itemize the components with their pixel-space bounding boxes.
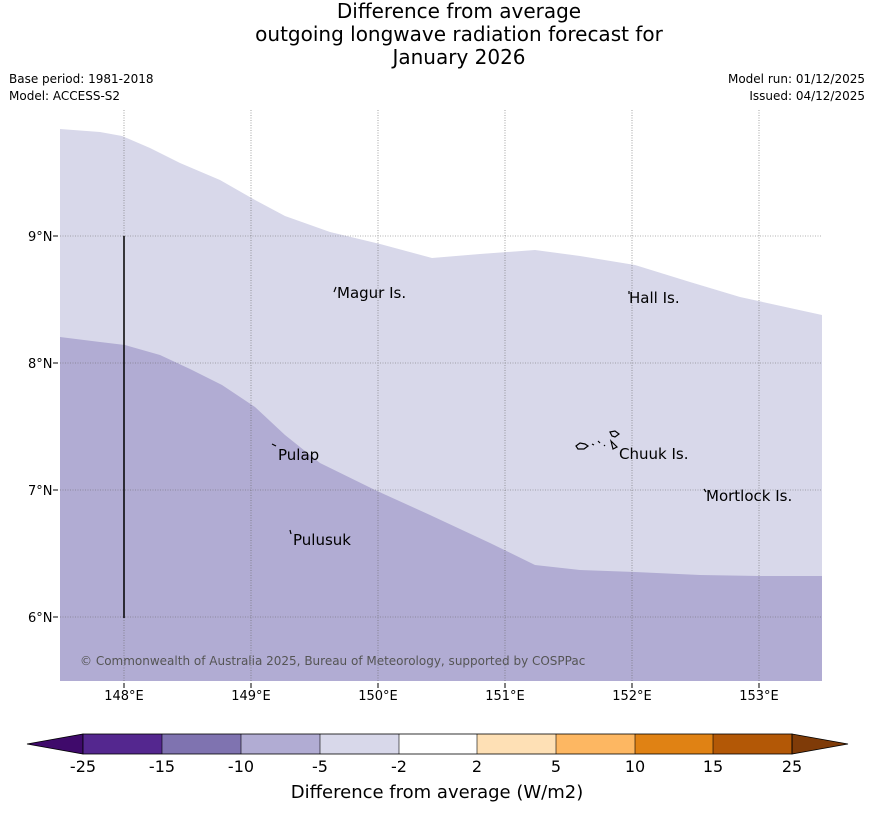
magur-island-outline [333, 286, 337, 293]
colorbar-frame [82, 733, 793, 755]
colorbar-segment [635, 734, 713, 754]
title-line-2: outgoing longwave radiation forecast for [255, 22, 663, 46]
lat-label-8n: 8°N [28, 357, 53, 372]
colorbar-segment [477, 734, 556, 754]
base-period-label: Base period: 1981-2018 [9, 72, 154, 86]
lon-label-149e: 149°E [231, 689, 271, 704]
colorbar-segment [241, 734, 320, 754]
lat-label-9n: 9°N [28, 230, 53, 245]
pulap-island-outline [271, 443, 277, 447]
lon-label-151e: 151°E [485, 689, 525, 704]
place-label-chuuk: Chuuk Is. [619, 445, 688, 463]
colorbar-tick-label: 25 [782, 757, 802, 776]
place-label-mortlock: Mortlock Is. [706, 487, 792, 505]
meta-left: Base period: 1981-2018 Model: ACCESS-S2 [9, 71, 154, 105]
colorbar-tick-label: -15 [149, 757, 175, 776]
lon-label-153e: 153°E [739, 689, 779, 704]
colorbar-tick-label: 15 [703, 757, 723, 776]
place-label-pulusuk: Pulusuk [293, 531, 351, 549]
mortlock-island-outline [703, 488, 707, 493]
copyright-notice: © Commonwealth of Australia 2025, Bureau… [80, 654, 585, 668]
colorbar-tick-label: -10 [228, 757, 254, 776]
colorbar-segment [713, 734, 792, 754]
colorbar-extend-low [26, 733, 84, 755]
colorbar-segment [399, 734, 477, 754]
map-panel: 9°N 8°N 7°N 6°N 148°E 149°E 150°E 151°E … [28, 110, 822, 704]
place-label-hall: Hall Is. [629, 289, 680, 307]
colorbar-tick-label: -25 [70, 757, 96, 776]
pulusuk-island-outline [289, 529, 292, 535]
lon-ticks [123, 683, 760, 688]
model-label: Model: ACCESS-S2 [9, 89, 121, 103]
colorbar-tick-label: -2 [391, 757, 407, 776]
colorbar-tick-label: -5 [312, 757, 328, 776]
colorbar-segment [162, 734, 241, 754]
colorbar-title: Difference from average (W/m2) [291, 782, 583, 803]
darker-band-region [60, 337, 822, 681]
lat-ticks [53, 235, 58, 618]
colorbar-tick-label: 10 [625, 757, 645, 776]
colorbar-tick-label: 2 [472, 757, 482, 776]
model-run-label: Model run: 01/12/2025 [727, 72, 865, 86]
colorbar-segment [556, 734, 635, 754]
chuuk-lagoon-outline [575, 430, 620, 450]
colorbar-dividers [161, 734, 714, 754]
lat-label-6n: 6°N [28, 611, 53, 626]
lat-label-7n: 7°N [28, 484, 53, 499]
lon-label-150e: 150°E [358, 689, 398, 704]
colorbar-segment [83, 734, 162, 754]
colorbar-tick-label: 5 [551, 757, 561, 776]
map-title: Difference from average outgoing longwav… [0, 0, 873, 69]
lon-label-148e: 148°E [104, 689, 144, 704]
issued-label: Issued: 04/12/2025 [749, 89, 865, 103]
colorbar: -25 -15 -10 -5 -2 2 5 10 15 25 Differenc… [26, 733, 849, 803]
title-line-3: January 2026 [392, 45, 526, 69]
title-line-1: Difference from average [336, 0, 582, 23]
place-label-pulap: Pulap [278, 446, 319, 464]
colorbar-extend-high [791, 733, 849, 755]
lon-label-152e: 152°E [612, 689, 652, 704]
colorbar-segment [320, 734, 399, 754]
place-label-magur: Magur Is. [337, 284, 406, 302]
island-outlines [271, 286, 707, 535]
meta-right: Model run: 01/12/2025 Issued: 04/12/2025 [728, 71, 865, 105]
